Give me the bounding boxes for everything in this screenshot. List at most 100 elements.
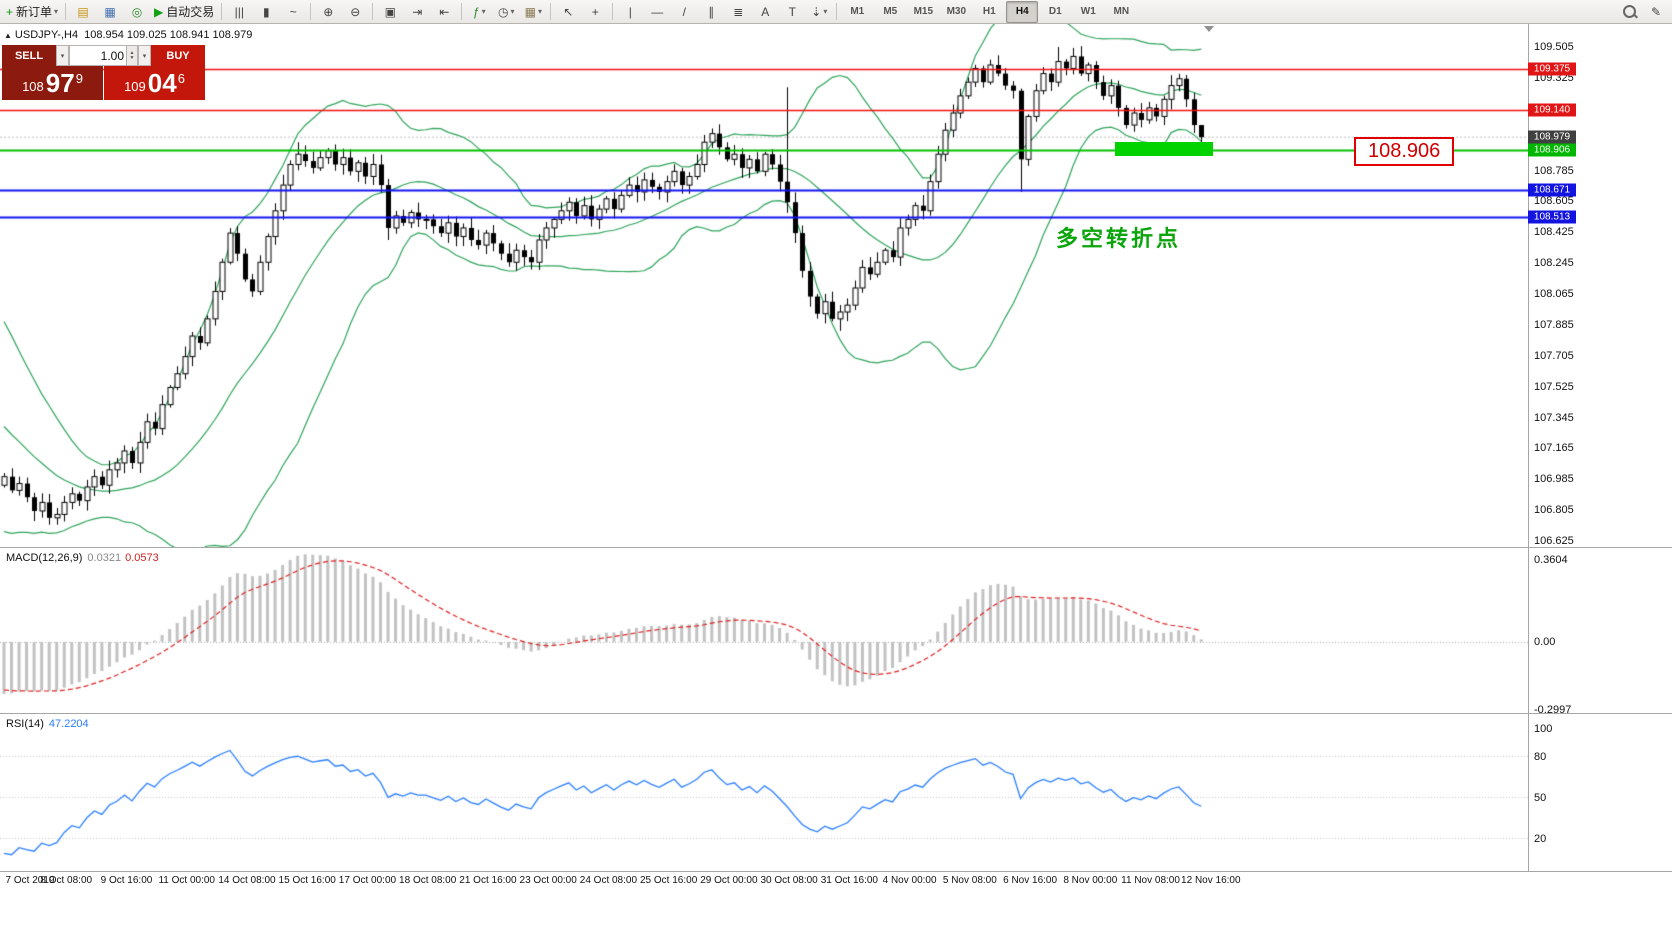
caret-down-icon: ▾ bbox=[510, 7, 515, 16]
buy-button[interactable]: BUY bbox=[151, 45, 205, 66]
bar-chart-button[interactable]: ||| bbox=[226, 1, 252, 23]
sell-price-button[interactable]: 108 97 9 bbox=[2, 66, 103, 100]
timeframe-button-mn[interactable]: MN bbox=[1113, 6, 1130, 17]
zoom-out-icon: ⊖ bbox=[350, 4, 361, 19]
cursor-button[interactable]: ↖ bbox=[555, 1, 581, 23]
timeframe-button-h4[interactable]: H4 bbox=[1006, 0, 1039, 23]
templates-button[interactable]: ▦ ▾ bbox=[520, 1, 546, 23]
time-axis-label: 31 Oct 16:00 bbox=[820, 875, 878, 886]
time-axis-label: 25 Oct 16:00 bbox=[639, 875, 698, 886]
caret-down-icon: ▾ bbox=[537, 7, 542, 16]
text-button[interactable]: A bbox=[752, 1, 778, 23]
time-axis-label: 12 Nov 16:00 bbox=[1181, 875, 1241, 886]
time-axis-label: 5 Nov 08:00 bbox=[942, 875, 997, 886]
pane-separator bbox=[0, 871, 1672, 872]
horizontal-line-icon: — bbox=[651, 4, 664, 19]
trendline-icon: / bbox=[682, 4, 686, 19]
buy-volume-dropdown[interactable]: ▾ bbox=[138, 45, 151, 66]
navigator-button[interactable]: ◎ bbox=[124, 1, 150, 23]
pane-separator[interactable] bbox=[0, 547, 1672, 548]
auto-scroll-button[interactable]: ⇥ bbox=[404, 1, 430, 23]
timeframe-button-d1[interactable]: D1 bbox=[1048, 6, 1062, 17]
time-axis-label: 9 Oct 16:00 bbox=[100, 875, 153, 886]
volume-input[interactable] bbox=[70, 46, 126, 65]
autotrading-button[interactable]: ▶ 自动交易 bbox=[151, 1, 217, 23]
search-icon bbox=[1622, 5, 1636, 18]
text-label-button[interactable]: T bbox=[779, 1, 805, 23]
rsi-pane-canvas[interactable] bbox=[0, 714, 1528, 871]
timeframe-button-m15[interactable]: M15 bbox=[913, 6, 934, 17]
spinner-up-icon[interactable]: ▲ bbox=[129, 49, 135, 56]
candlestick-chart-button[interactable]: ▮ bbox=[253, 1, 279, 23]
indicators-button[interactable]: ƒ ▾ bbox=[466, 1, 492, 23]
time-axis-label: 17 Oct 00:00 bbox=[338, 875, 397, 886]
price-axis-tick: 109.505 bbox=[1534, 41, 1574, 53]
chart-shift-button[interactable]: ⇤ bbox=[431, 1, 457, 23]
one-click-trading-panel: SELL ▾ ▲ ▼ ▾ BUY 108 97 9 109 04 6 bbox=[2, 45, 205, 100]
resistance-tag-2: 109.140 bbox=[1528, 103, 1576, 117]
sell-volume-dropdown[interactable]: ▾ bbox=[56, 45, 69, 66]
compose-button[interactable]: ✎ bbox=[1650, 4, 1662, 19]
price-axis-tick: 107.705 bbox=[1534, 349, 1574, 362]
vertical-line-button[interactable]: | bbox=[617, 1, 643, 23]
market-watch-button[interactable]: ▤ bbox=[70, 1, 96, 23]
zoom-out-button[interactable]: ⊖ bbox=[342, 1, 368, 23]
data-window-button[interactable]: ▦ bbox=[97, 1, 123, 23]
crosshair-button[interactable]: + bbox=[582, 1, 608, 23]
toolbar-separator bbox=[372, 3, 374, 20]
support-zone-highlight[interactable] bbox=[1115, 142, 1213, 156]
zoom-in-button[interactable]: ⊕ bbox=[315, 1, 341, 23]
search-button[interactable] bbox=[1616, 1, 1642, 23]
timeframe-button-m30[interactable]: M30 bbox=[946, 6, 967, 17]
timeframe-button-m1[interactable]: M1 bbox=[850, 6, 865, 17]
collapse-panel-icon[interactable]: ▲ bbox=[4, 31, 12, 40]
equidistant-channel-icon: ∥ bbox=[708, 4, 715, 19]
buy-price-button[interactable]: 109 04 6 bbox=[104, 66, 205, 100]
text-label-icon: T bbox=[788, 4, 796, 19]
toolbar-separator bbox=[461, 3, 463, 20]
macd-pane-canvas[interactable] bbox=[0, 548, 1528, 713]
buy-price-sup: 6 bbox=[177, 70, 185, 86]
time-axis-label: 30 Oct 08:00 bbox=[760, 875, 818, 886]
arrows-button[interactable]: ⇣ ▾ bbox=[806, 1, 832, 23]
sell-price-base: 108 bbox=[22, 79, 44, 94]
main-chart-canvas[interactable] bbox=[0, 24, 1528, 547]
spinner-down-icon[interactable]: ▼ bbox=[129, 54, 135, 61]
navigator-icon: ◎ bbox=[131, 4, 143, 19]
fibonacci-icon: ≣ bbox=[733, 4, 744, 19]
time-axis-label: 6 Nov 16:00 bbox=[1003, 875, 1058, 886]
price-callout-label[interactable]: 108.906 bbox=[1354, 137, 1455, 166]
tile-windows-button[interactable]: ▣ bbox=[377, 1, 403, 23]
timeframe-button-m5[interactable]: M5 bbox=[883, 6, 898, 17]
autotrading-icon: ▶ bbox=[154, 4, 164, 19]
candlestick-chart-icon: ▮ bbox=[262, 4, 270, 19]
crosshair-icon: + bbox=[591, 4, 599, 19]
equidistant-channel-button[interactable]: ∥ bbox=[698, 1, 724, 23]
time-axis-label: 8 Nov 00:00 bbox=[1063, 875, 1118, 886]
turning-point-note[interactable]: 多空转折点 bbox=[1056, 226, 1182, 251]
rsi-axis-tick: 50 bbox=[1534, 792, 1547, 804]
arrows-icon: ⇣ bbox=[811, 4, 822, 19]
buy-price-base: 109 bbox=[124, 79, 146, 94]
time-axis-label: 23 Oct 00:00 bbox=[519, 875, 577, 886]
timeframe-button-w1[interactable]: W1 bbox=[1080, 6, 1096, 17]
price-axis-tick: 108.425 bbox=[1534, 226, 1574, 239]
volume-field: ▲ ▼ bbox=[69, 45, 138, 66]
autotrading-button-label: 自动交易 bbox=[166, 5, 215, 19]
fibonacci-button[interactable]: ≣ bbox=[725, 1, 751, 23]
trendline-button[interactable]: / bbox=[671, 1, 697, 23]
macd-axis-tick: -0.2997 bbox=[1534, 704, 1572, 716]
sell-button[interactable]: SELL bbox=[2, 45, 56, 66]
toolbar-separator bbox=[65, 3, 67, 20]
pane-separator[interactable] bbox=[0, 713, 1672, 714]
timeframe-button-h1[interactable]: H1 bbox=[982, 6, 996, 17]
volume-spinner[interactable]: ▲ ▼ bbox=[126, 46, 137, 65]
price-axis-tick: 107.885 bbox=[1534, 318, 1574, 331]
price-axis-tick: 108.785 bbox=[1534, 164, 1574, 177]
zoom-in-icon: ⊕ bbox=[323, 4, 334, 19]
horizontal-line-button[interactable]: — bbox=[644, 1, 670, 23]
periods-button[interactable]: ◷ ▾ bbox=[493, 1, 519, 23]
price-axis-tick: 106.985 bbox=[1534, 473, 1574, 486]
new-order-button[interactable]: + 新订单 ▾ bbox=[3, 1, 61, 23]
line-chart-button[interactable]: ~ bbox=[280, 1, 306, 23]
